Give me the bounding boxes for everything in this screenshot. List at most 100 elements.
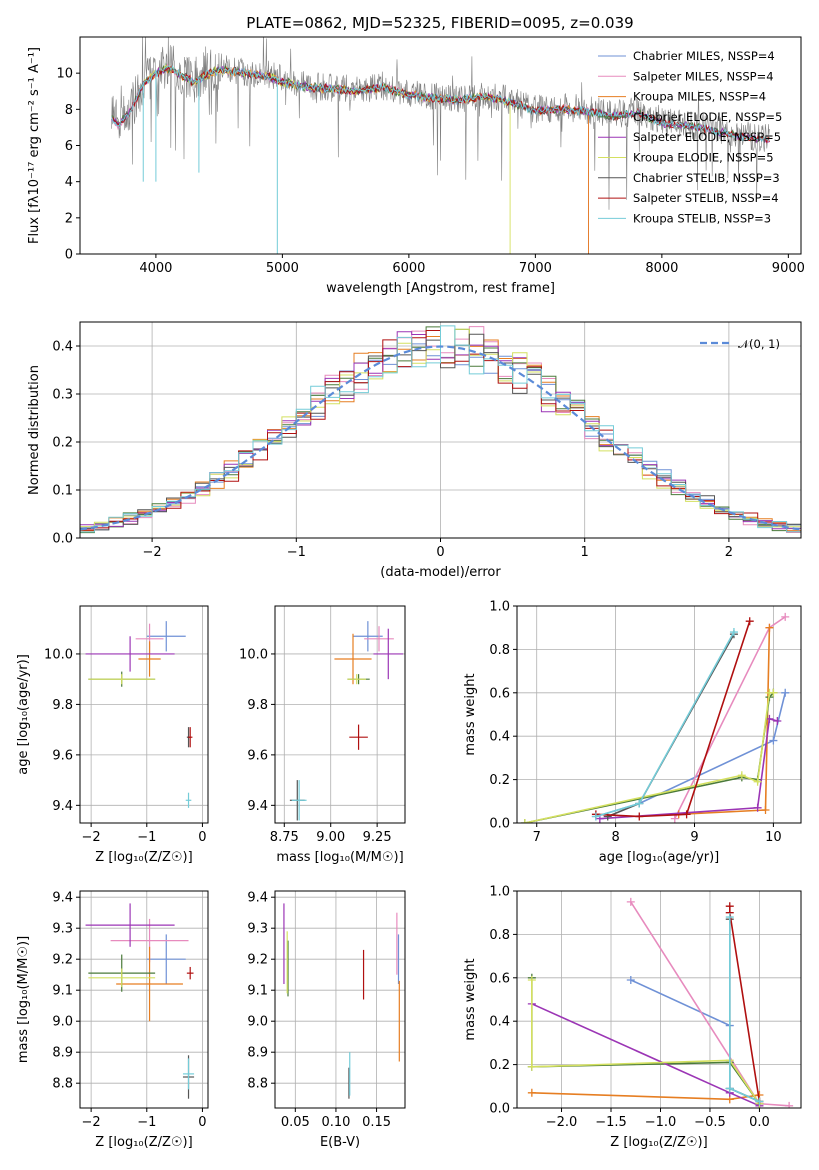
panel-residuals: −2 −1 0 1 2 0.0 0.1 0.2 0.3 0.4 (data-model)/error…: [27, 321, 802, 580]
series-marker: [769, 688, 778, 697]
errorbar-point-salpeter_miles: [364, 626, 394, 652]
legend-entry: Kroupa MILES, NSSP=4: [633, 90, 766, 104]
y-tick-label: 10: [56, 67, 73, 82]
axes-frame: [274, 890, 406, 1109]
x-tick-label: 0: [436, 545, 444, 560]
series-marker: [781, 688, 790, 697]
series-marker: [527, 975, 536, 984]
axes-frame: [79, 36, 802, 255]
errorbar-point-kroupa_elodie: [88, 968, 156, 988]
x-tick-label: −2: [82, 830, 101, 845]
y-tick-label: 0.4: [52, 340, 73, 355]
series-line: [630, 979, 760, 1103]
x-tick-label: 0.10: [321, 1115, 350, 1130]
legend-entry: Chabrier ELODIE, NSSP=5: [633, 110, 782, 124]
x-tick-label: 0.0: [749, 1115, 770, 1130]
y-tick-label: 1.0: [489, 885, 510, 900]
y-axis-label: Flux [fλ10⁻¹⁷ erg cm⁻² s⁻¹ A⁻¹]: [27, 47, 42, 244]
y-tick-label: 0.3: [52, 388, 73, 403]
y-tick-label: 0.6: [489, 686, 510, 701]
y-tick-label: 9.8: [52, 698, 73, 713]
y-tick-label: 9.8: [247, 698, 268, 713]
errorbar-point-kroupa_miles: [138, 641, 161, 677]
plot-area: [275, 891, 405, 1108]
plot-area: [80, 891, 208, 1108]
series-kroupa_stelib: [591, 628, 738, 821]
y-tick-label: 8: [65, 103, 73, 118]
legend-entry: Kroupa ELODIE, NSSP=5: [633, 151, 774, 165]
series-marker: [725, 913, 734, 922]
series-marker: [755, 1097, 764, 1106]
y-tick-label: 9.6: [52, 748, 73, 763]
x-tick-label: 8: [611, 830, 619, 845]
model-spectrum-kroupa_stelib: [111, 65, 770, 143]
legend-entry: Chabrier MILES, NSSP=4: [633, 49, 775, 63]
normal-distribution-curve: [80, 345, 801, 531]
errorbar-point-kroupa_elodie: [88, 674, 156, 685]
y-tick-label: 9.2: [247, 953, 268, 968]
y-tick-label: 9.4: [247, 799, 268, 814]
legend-entry: 𝒩(0, 1): [738, 337, 780, 351]
model-spectrum-salpeter_stelib: [111, 65, 770, 144]
errorbar-point-kroupa_stelib: [291, 780, 307, 821]
y-tick-label: 9.4: [247, 891, 268, 906]
errorbar-point-salpeter_stelib: [186, 966, 194, 980]
errorbar-point-salpeter_stelib: [349, 724, 368, 750]
x-tick-label: −1: [137, 1115, 156, 1130]
x-axis-label: Z [log₁₀(Z/Z☉)]: [95, 1135, 192, 1150]
series-line: [531, 1003, 760, 1107]
y-tick-label: 0.2: [489, 773, 510, 788]
axes-frame: [79, 890, 209, 1109]
x-tick-label: 10: [765, 830, 782, 845]
errorbar-point-chabrier_miles: [353, 621, 383, 652]
series-marker: [603, 812, 612, 821]
x-tick-label: 9: [690, 830, 698, 845]
series-marker: [753, 803, 762, 812]
series-salpeter_elodie: [595, 714, 782, 823]
y-tick-label: 0.4: [489, 1015, 510, 1030]
series-marker: [753, 777, 762, 786]
series-marker: [765, 714, 774, 723]
x-axis-label: Z [log₁₀(Z/Z☉)]: [610, 1135, 707, 1150]
series-marker: [765, 623, 774, 632]
y-tick-label: 9.3: [247, 922, 268, 937]
x-tick-label: 0: [198, 830, 206, 845]
series-kroupa_stelib: [725, 913, 764, 1106]
y-tick-label: 9.6: [247, 748, 268, 763]
errorbar-point-salpeter_elodie: [85, 636, 175, 672]
y-tick-label: 0: [65, 248, 73, 263]
errorbar-point-kroupa_elodie: [347, 674, 366, 685]
model-spectrum-kroupa_miles: [142, 65, 589, 254]
series-marker: [626, 975, 635, 984]
x-axis-label: mass [log₁₀(M/M☉)]: [276, 850, 403, 865]
y-axis-label: age [log₁₀(age/yr)]: [16, 654, 31, 775]
residual-histogram-kroupa_stelib: [80, 325, 801, 533]
axes-frame: [516, 890, 802, 1109]
series-marker: [773, 717, 782, 726]
legend-entry: Salpeter STELIB, NSSP=4: [633, 191, 779, 205]
x-tick-label: 9.25: [363, 830, 392, 845]
x-axis-label: Z [log₁₀(Z/Z☉)]: [95, 850, 192, 865]
x-tick-label: −1: [287, 545, 306, 560]
x-tick-label: 1: [581, 545, 589, 560]
x-tick-label: 0.15: [362, 1115, 391, 1130]
series-kroupa_elodie: [520, 688, 778, 823]
errorbar-point-kroupa_miles: [334, 633, 372, 685]
x-tick-label: −2: [82, 1115, 101, 1130]
series-line: [729, 906, 761, 1102]
axes-frame: [516, 605, 802, 824]
plot-area: [111, 37, 770, 254]
series-line: [595, 631, 735, 818]
panel-mass_vs_ebv: 0.05 0.10 0.15 8.8 8.9 9.0 9.1 9.2 9.3 9.4 E(B-V): [247, 890, 406, 1150]
y-tick-label: 9.1: [52, 984, 73, 999]
y-axis-label: mass [log₁₀(M/M☉)]: [16, 936, 31, 1063]
y-tick-label: 8.8: [52, 1077, 73, 1092]
y-tick-label: 9.3: [52, 922, 73, 937]
y-tick-label: 9.4: [52, 799, 73, 814]
series-marker: [635, 799, 644, 808]
y-tick-label: 0.4: [489, 730, 510, 745]
y-tick-label: 0.8: [489, 643, 510, 658]
y-tick-label: 9.4: [52, 891, 73, 906]
plot-area: [517, 606, 801, 823]
y-tick-label: 9.0: [52, 1015, 73, 1030]
